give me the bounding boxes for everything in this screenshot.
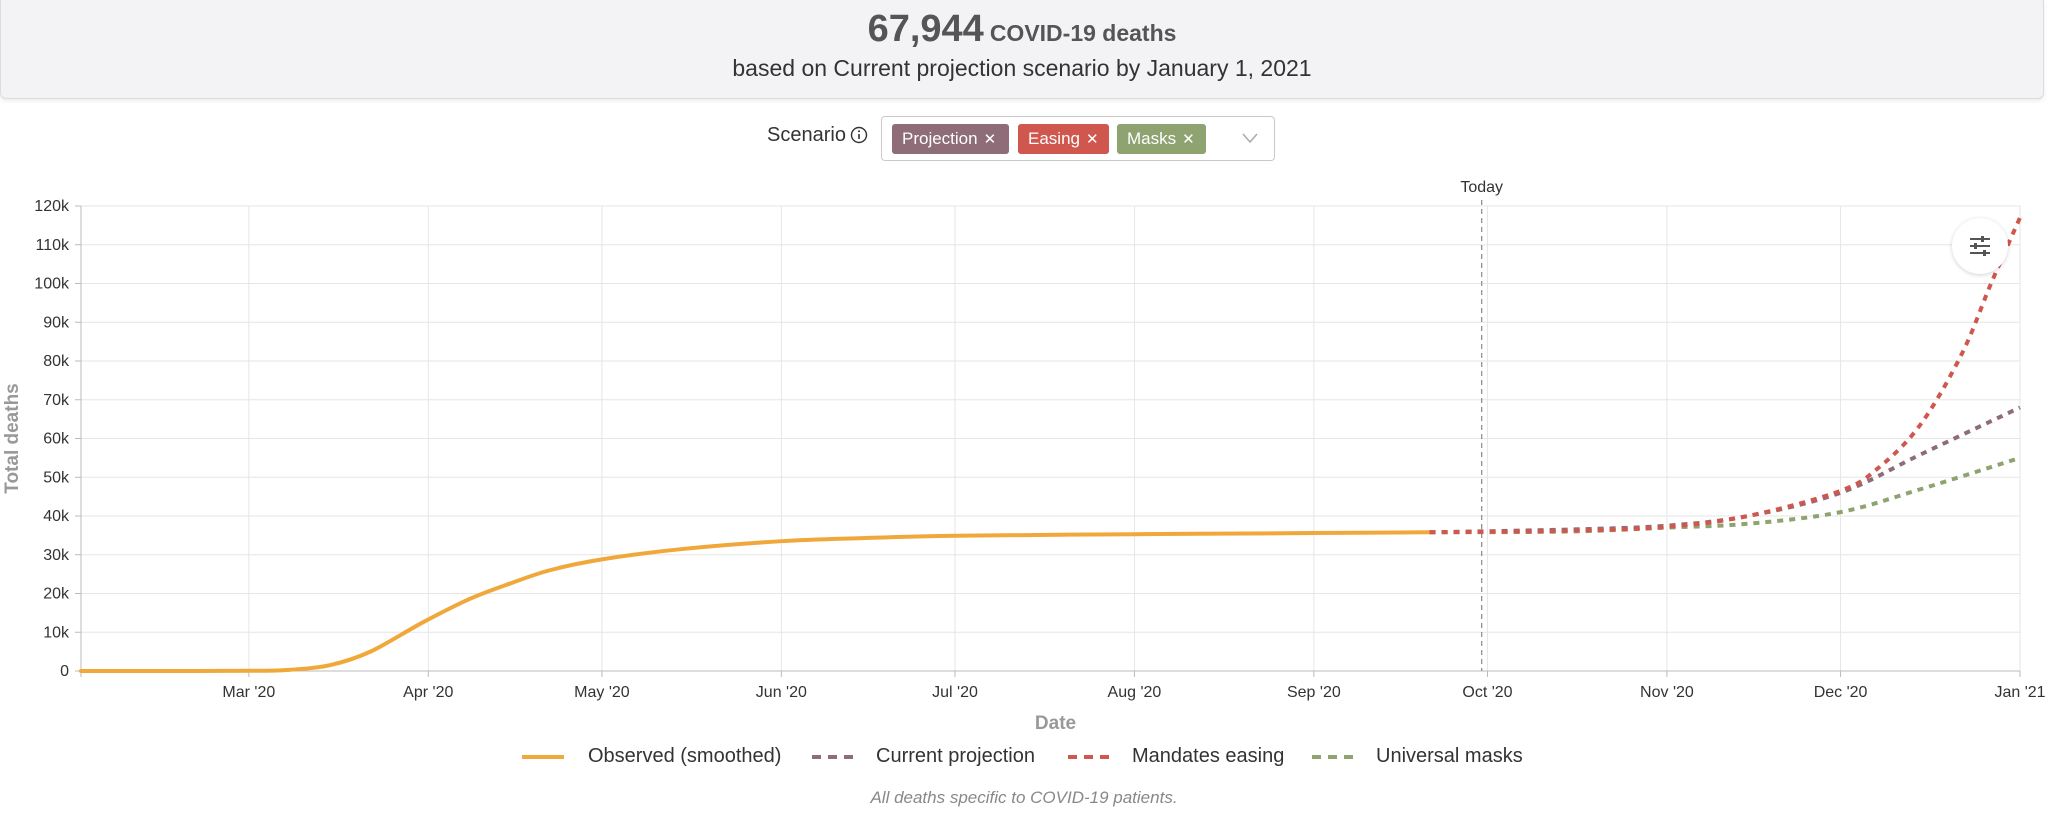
chevron-down-icon[interactable] xyxy=(1242,131,1258,145)
chart-series xyxy=(79,216,2022,674)
legend-label-projection: Current projection xyxy=(876,745,1035,767)
legend-swatch-projection xyxy=(812,755,854,759)
x-tick-label: Jan '21 xyxy=(1994,684,2045,701)
x-tick-label: Apr '20 xyxy=(403,684,453,701)
x-tick-label: Dec '20 xyxy=(1814,684,1868,701)
y-axis-title: Total deaths xyxy=(2,383,23,494)
x-tick-label: Jul '20 xyxy=(932,684,978,701)
y-tick-label: 10k xyxy=(43,624,70,641)
x-tick-label: Oct '20 xyxy=(1462,684,1512,701)
chart-axes xyxy=(75,205,2021,677)
summary-subtitle: based on Current projection scenario by … xyxy=(732,55,1312,81)
chart-grid xyxy=(81,205,2021,672)
legend-label-observed: Observed (smoothed) xyxy=(588,745,782,767)
y-tick-label: 80k xyxy=(43,353,70,370)
x-axis-title: Date xyxy=(1035,713,1076,730)
tag-easing-label: Easing xyxy=(1028,129,1080,148)
chart-legend: Observed (smoothed) Current projection M… xyxy=(0,742,2048,770)
death-count: 67,944 xyxy=(867,8,984,50)
x-tick-label: Aug '20 xyxy=(1108,684,1162,701)
y-tick-label: 40k xyxy=(43,508,70,525)
sliders-icon xyxy=(1970,236,1990,256)
y-tick-label: 60k xyxy=(43,431,70,448)
x-tick-label: Nov '20 xyxy=(1640,684,1694,701)
legend-swatch-easing xyxy=(1068,755,1110,759)
summary-headline: 67,944 COVID-19 deaths xyxy=(1,8,2043,51)
y-tick-label: 90k xyxy=(43,314,70,331)
summary-banner: 67,944 COVID-19 deaths based on Current p… xyxy=(0,0,2044,99)
info-icon[interactable] xyxy=(850,126,868,144)
chart-labels: 0 10k 20k 30k 40k 50k 60k 70k 80k 90k 100k 110k 120k… xyxy=(2,198,2046,730)
tag-easing: Easing ✕ xyxy=(1018,124,1109,154)
legend-label-masks: Universal masks xyxy=(1376,745,1523,767)
x-tick-label: Mar '20 xyxy=(222,684,275,701)
y-tick-label: 30k xyxy=(43,547,70,564)
scenario-multiselect[interactable]: Projection ✕ Easing ✕ Masks ✕ xyxy=(881,116,1275,161)
y-tick-label: 120k xyxy=(34,198,70,215)
tag-projection-remove-icon[interactable]: ✕ xyxy=(983,131,997,148)
y-tick-label: 110k xyxy=(35,237,70,254)
tag-projection: Projection ✕ xyxy=(892,124,1009,154)
y-tick-label: 0 xyxy=(60,663,69,680)
scenario-selector-row: Scenario Projection ✕ Easing ✕ Masks ✕ xyxy=(0,116,2048,162)
series-line-universal-masks xyxy=(1429,455,2021,535)
tag-projection-label: Projection xyxy=(902,129,978,148)
tag-masks-label: Masks xyxy=(1127,129,1177,148)
scenario-label: Scenario xyxy=(767,124,846,146)
today-label: Today xyxy=(1460,179,1503,196)
chart-settings-button[interactable] xyxy=(1952,218,2008,274)
y-tick-label: 70k xyxy=(43,392,70,409)
tag-easing-remove-icon[interactable]: ✕ xyxy=(1085,131,1099,148)
x-tick-label: May '20 xyxy=(574,684,630,701)
footnote: All deaths specific to COVID-19 patients… xyxy=(870,788,1178,807)
tag-masks-remove-icon[interactable]: ✕ xyxy=(1182,131,1195,148)
y-tick-label: 20k xyxy=(43,586,70,603)
series-line-observed-smoothed xyxy=(79,530,1432,674)
legend-label-easing: Mandates easing xyxy=(1132,745,1285,767)
series-line-current-projection xyxy=(1429,405,2021,535)
deaths-chart: Today 0 10k 20k 30k 40k 50k 60k 70k 80k 90k 100k 11… xyxy=(2,179,2046,730)
tag-masks: Masks ✕ xyxy=(1117,124,1206,154)
x-tick-label: Sep '20 xyxy=(1287,684,1341,701)
death-unit: COVID-19 deaths xyxy=(989,20,1177,46)
y-tick-label: 100k xyxy=(34,276,70,293)
legend-swatch-masks xyxy=(1312,755,1354,759)
x-tick-label: Jun '20 xyxy=(756,684,807,701)
y-tick-label: 50k xyxy=(43,469,70,486)
today-marker: Today xyxy=(1460,179,1503,671)
legend-swatch-observed xyxy=(522,755,564,759)
